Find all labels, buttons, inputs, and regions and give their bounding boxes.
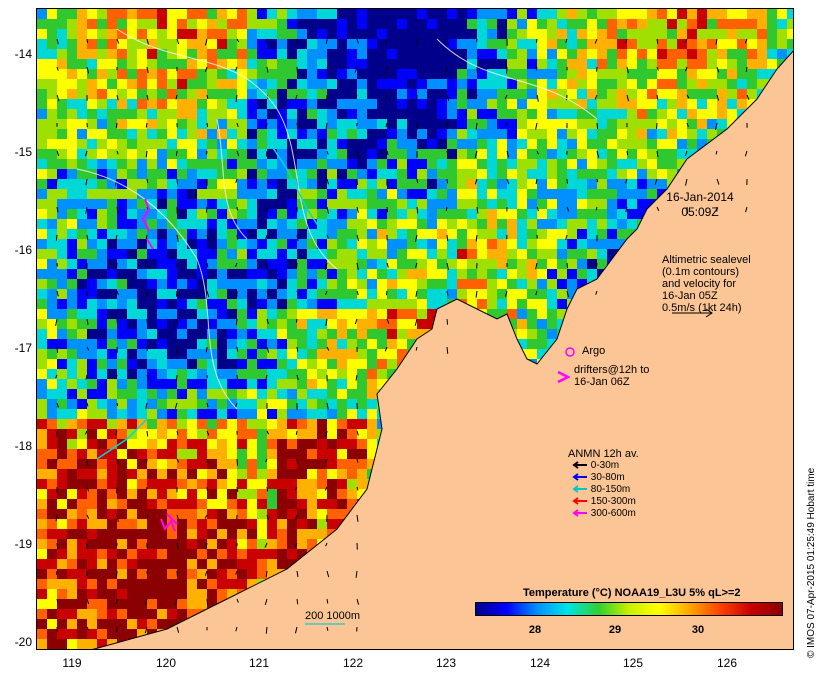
- arrow-field: [55, 38, 750, 634]
- y-tick-label: -19: [14, 537, 32, 551]
- legend-label: 0-30m: [590, 460, 620, 471]
- colorbar-tick-label: 28: [528, 624, 542, 636]
- sst-map: [37, 9, 793, 649]
- scale-arrow: [672, 308, 713, 318]
- drifter-symbol: [557, 370, 570, 384]
- argo-symbol: [565, 347, 575, 357]
- legend-label: 30-80m: [590, 472, 625, 483]
- y-tick-label: -17: [14, 341, 32, 355]
- x-tick-label: 120: [155, 656, 177, 670]
- depth-legend-line: [305, 623, 345, 625]
- y-tick-label: -16: [14, 243, 32, 257]
- x-tick-label: 119: [62, 656, 82, 670]
- credit-text: © IMOS 07-Apr-2015 01:25:49 Hobart time: [806, 467, 817, 658]
- depth-legend: 200 1000m: [305, 610, 361, 622]
- annotation-line: 16-Jan 05Z: [662, 290, 718, 302]
- annotation-line: 16-Jan 06Z: [574, 376, 630, 388]
- annotation-line: and velocity for: [662, 278, 736, 290]
- argo-drifters: [141, 198, 178, 532]
- legend-label: 80-150m: [590, 484, 631, 495]
- colorbar-title: Temperature (°C) NOAA19_L3U 5% qL>=2: [523, 587, 741, 599]
- argo-label: Argo: [582, 345, 606, 357]
- coastline: [92, 50, 793, 649]
- time-label: 05:09Z: [681, 205, 719, 219]
- legend-item: 0-30m: [572, 460, 619, 472]
- legend-item: 150-300m: [572, 496, 636, 508]
- sealevel-contours: [76, 28, 598, 410]
- legend-item: 80-150m: [572, 484, 630, 496]
- annotation-line: drifters@12h to: [574, 364, 650, 376]
- sealevel-annotation: Altimetric sealevel (0.1m contours) and ve…: [662, 254, 751, 314]
- x-tick-label: 122: [342, 656, 364, 670]
- annotation-line: Altimetric sealevel: [662, 254, 751, 266]
- legend-arrow-icon: [572, 473, 587, 482]
- legend-arrow-icon: [572, 509, 587, 518]
- anmn-title: ANMN 12h av.: [568, 448, 639, 460]
- cyan-current-paths: [96, 138, 328, 460]
- legend-arrow-icon: [572, 497, 587, 506]
- y-tick-label: -15: [14, 145, 32, 159]
- x-tick-label: 121: [248, 656, 270, 670]
- legend-arrow-icon: [572, 485, 587, 494]
- y-tick-label: -20: [14, 635, 32, 649]
- x-tick-label: 124: [529, 656, 551, 670]
- drifters-annotation: drifters@12h to 16-Jan 06Z: [574, 364, 649, 388]
- annotation-line: 0.5m/s (1kt 24h): [662, 302, 742, 314]
- colorbar-tick-label: 30: [691, 624, 705, 636]
- y-tick-label: -14: [14, 47, 32, 61]
- colorbar-tick-label: 29: [608, 624, 622, 636]
- temperature-colorbar: [475, 602, 783, 616]
- legend-arrow-icon: [572, 461, 587, 470]
- x-tick-label: 125: [622, 656, 644, 670]
- legend-item: 30-80m: [572, 472, 625, 484]
- date-label: 16-Jan-2014: [666, 190, 734, 204]
- legend-item: 300-600m: [572, 508, 636, 520]
- x-tick-label: 126: [716, 656, 738, 670]
- legend-label: 150-300m: [590, 496, 636, 507]
- annotation-line: (0.1m contours): [662, 266, 740, 278]
- legend-label: 300-600m: [590, 508, 636, 519]
- y-tick-label: -18: [14, 439, 32, 453]
- x-tick-label: 123: [435, 656, 457, 670]
- map-panel: [36, 8, 794, 650]
